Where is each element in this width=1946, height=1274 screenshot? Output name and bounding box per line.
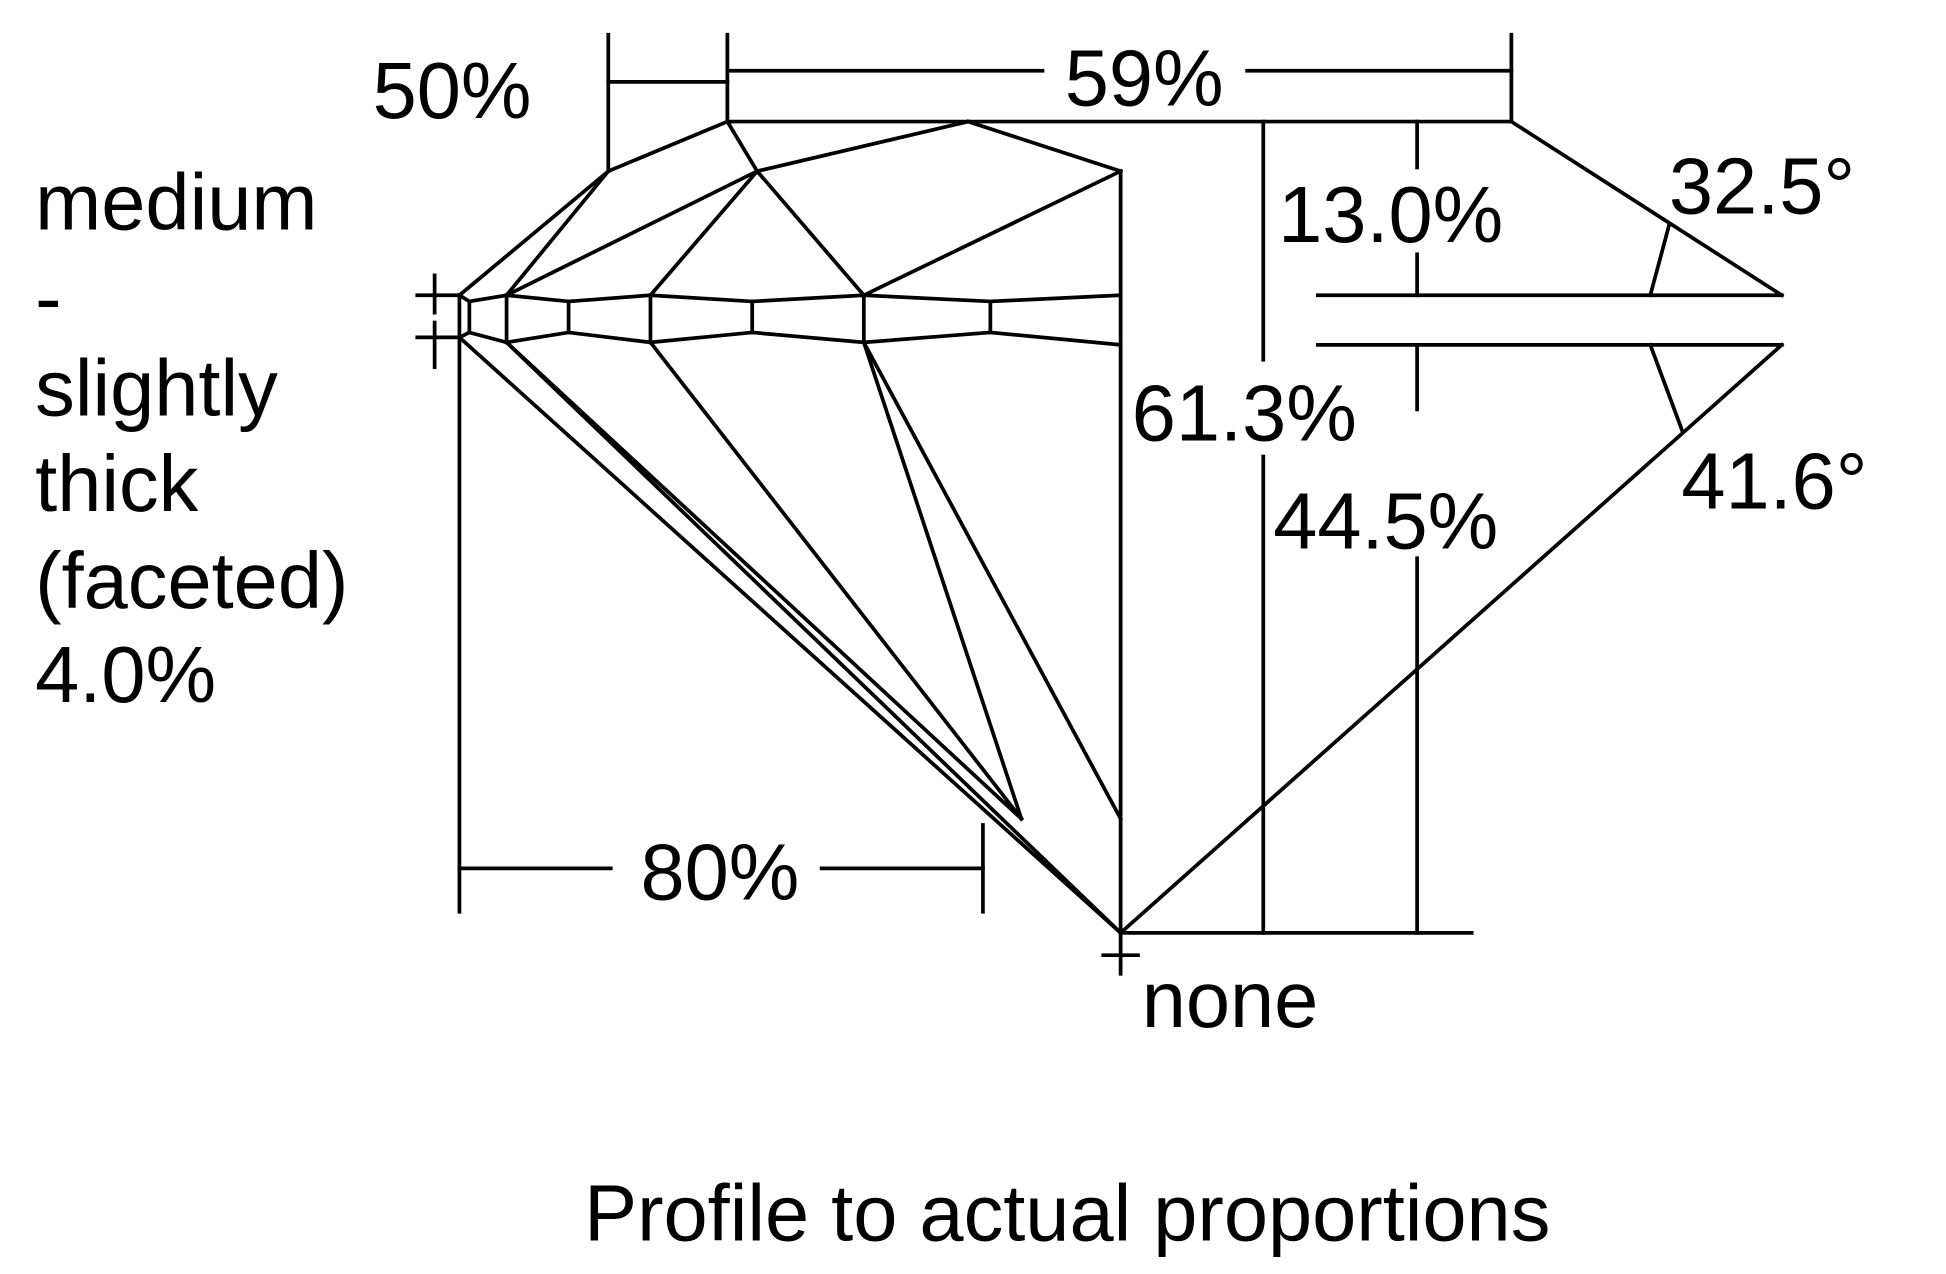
girdle-description: medium - slightly thick (faceted) 4.0% [35, 157, 348, 719]
girdle-line: thick [35, 439, 199, 528]
girdle-line: (faceted) [35, 536, 348, 625]
culet-label: none [1142, 955, 1319, 1044]
pavilion-outline [456, 334, 1785, 936]
crown-height-label: 13.0% [1278, 170, 1503, 259]
pavilion-angle-label: 41.6° [1681, 437, 1867, 526]
total-depth-label: 61.3% [1132, 368, 1357, 457]
crown-outline [456, 119, 1785, 935]
dimension-lines [457, 32, 1784, 976]
girdle-line: slightly [35, 344, 278, 433]
girdle-line: - [35, 253, 61, 342]
girdle-line: 4.0% [35, 630, 216, 719]
table-crown-star-label: 50% [373, 46, 532, 135]
lower-half-label: 80% [640, 827, 799, 916]
caption: Profile to actual proportions [584, 1169, 1550, 1258]
crown-angle-label: 32.5° [1669, 141, 1855, 230]
pavilion-depth-label: 44.5% [1273, 476, 1498, 565]
girdle-line: medium [35, 157, 317, 246]
table-label: 59% [1065, 33, 1224, 122]
